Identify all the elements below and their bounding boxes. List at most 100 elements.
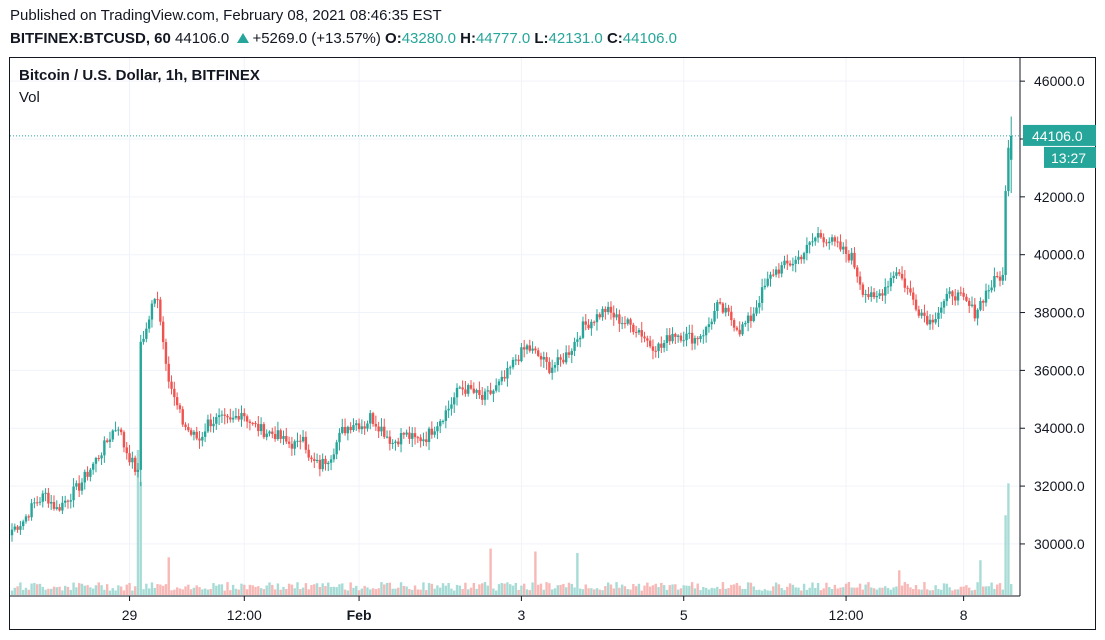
volume-bar bbox=[828, 587, 831, 595]
candle-body bbox=[341, 426, 344, 433]
candle-body bbox=[956, 292, 960, 301]
volume-bar bbox=[47, 588, 50, 595]
candle-body bbox=[923, 312, 926, 316]
volume-bar bbox=[455, 584, 459, 595]
volume-bar bbox=[724, 588, 727, 595]
volume-bar bbox=[114, 590, 117, 595]
volume-bar bbox=[301, 587, 305, 595]
volume-bar bbox=[620, 584, 624, 595]
volume-bar bbox=[758, 589, 761, 595]
candle-body bbox=[159, 299, 162, 322]
open-value: 43280.0 bbox=[401, 30, 456, 47]
volume-bar bbox=[38, 583, 42, 595]
volume-bar bbox=[366, 587, 369, 595]
candle-body bbox=[590, 321, 593, 329]
candle-body bbox=[704, 327, 708, 336]
volume-bar bbox=[458, 585, 462, 595]
candle-body bbox=[629, 319, 632, 325]
volume-bar bbox=[271, 584, 274, 595]
volume-bar bbox=[299, 589, 302, 595]
volume-bar bbox=[940, 589, 943, 595]
volume-bar bbox=[892, 587, 895, 595]
candle-body bbox=[335, 442, 338, 455]
volume-bar bbox=[931, 590, 935, 595]
candle-body bbox=[914, 299, 918, 310]
volume-bar bbox=[223, 590, 226, 595]
candle-body bbox=[609, 306, 613, 313]
volume-bar bbox=[707, 589, 711, 595]
candle-body bbox=[61, 502, 64, 511]
volume-bar bbox=[951, 590, 954, 595]
candle-body bbox=[192, 431, 196, 435]
candle-body bbox=[886, 286, 890, 288]
candle-body bbox=[825, 242, 828, 244]
candle-body bbox=[592, 321, 596, 323]
volume-bar bbox=[100, 585, 103, 595]
candle-body bbox=[797, 256, 800, 260]
volume-bar bbox=[402, 585, 406, 595]
candle-body bbox=[181, 409, 184, 425]
candle-body bbox=[285, 436, 288, 442]
volume-bar bbox=[234, 588, 238, 595]
volume-bar bbox=[49, 588, 53, 595]
candle-body bbox=[643, 336, 646, 339]
candle-body bbox=[539, 355, 543, 360]
candle-body bbox=[685, 333, 688, 341]
candle-body bbox=[276, 430, 280, 440]
candle-body bbox=[430, 428, 434, 435]
volume-bar bbox=[338, 584, 341, 595]
volume-bar bbox=[318, 587, 322, 595]
candle-body bbox=[903, 278, 907, 288]
volume-bar bbox=[72, 582, 75, 595]
candle-body bbox=[528, 345, 531, 351]
candle-body bbox=[805, 244, 809, 254]
volume-bar bbox=[923, 582, 926, 595]
volume-bar bbox=[783, 590, 786, 595]
candle-body bbox=[640, 330, 643, 337]
volume-bar bbox=[872, 588, 876, 595]
candle-body bbox=[671, 333, 674, 342]
symbol-label[interactable]: BITFINEX:BTCUSD, 60 bbox=[10, 30, 171, 47]
volume-bar bbox=[21, 589, 25, 595]
volume-bar bbox=[609, 584, 613, 595]
volume-bar bbox=[777, 584, 781, 595]
candle-body bbox=[83, 471, 86, 483]
candle-body bbox=[206, 419, 210, 432]
volume-bar bbox=[833, 584, 837, 595]
volume-bar bbox=[878, 587, 881, 595]
volume-bar bbox=[587, 588, 590, 595]
candle-body bbox=[676, 335, 680, 337]
candle-body bbox=[973, 304, 977, 319]
candle-body bbox=[556, 357, 559, 366]
candle-body bbox=[738, 329, 741, 335]
candle-body bbox=[690, 332, 694, 344]
candle-body bbox=[503, 376, 506, 379]
volume-bar bbox=[595, 588, 599, 595]
volume-bar bbox=[640, 590, 643, 595]
candle-body bbox=[839, 241, 842, 250]
volume-bar bbox=[371, 588, 375, 595]
candle-body bbox=[713, 310, 716, 322]
candle-body bbox=[128, 453, 131, 463]
volume-bar bbox=[69, 589, 72, 595]
volume-bar bbox=[814, 587, 817, 595]
candle-body bbox=[399, 433, 403, 445]
volume-bar bbox=[520, 585, 523, 595]
candle-body bbox=[900, 273, 904, 279]
candle-body bbox=[405, 432, 408, 435]
candle-body bbox=[346, 426, 350, 434]
candle-body bbox=[453, 397, 456, 405]
volume-bar bbox=[310, 585, 313, 595]
volume-bar bbox=[800, 590, 803, 595]
candle-body bbox=[657, 343, 660, 352]
volume-bar bbox=[679, 588, 683, 595]
candle-body bbox=[307, 449, 310, 458]
volume-bar bbox=[962, 586, 965, 595]
volume-bar bbox=[192, 587, 196, 595]
candle-body bbox=[1004, 191, 1007, 275]
candle-body bbox=[993, 275, 996, 288]
candle-body bbox=[324, 458, 327, 465]
candle-body bbox=[259, 424, 263, 432]
volume-bar bbox=[942, 583, 946, 595]
